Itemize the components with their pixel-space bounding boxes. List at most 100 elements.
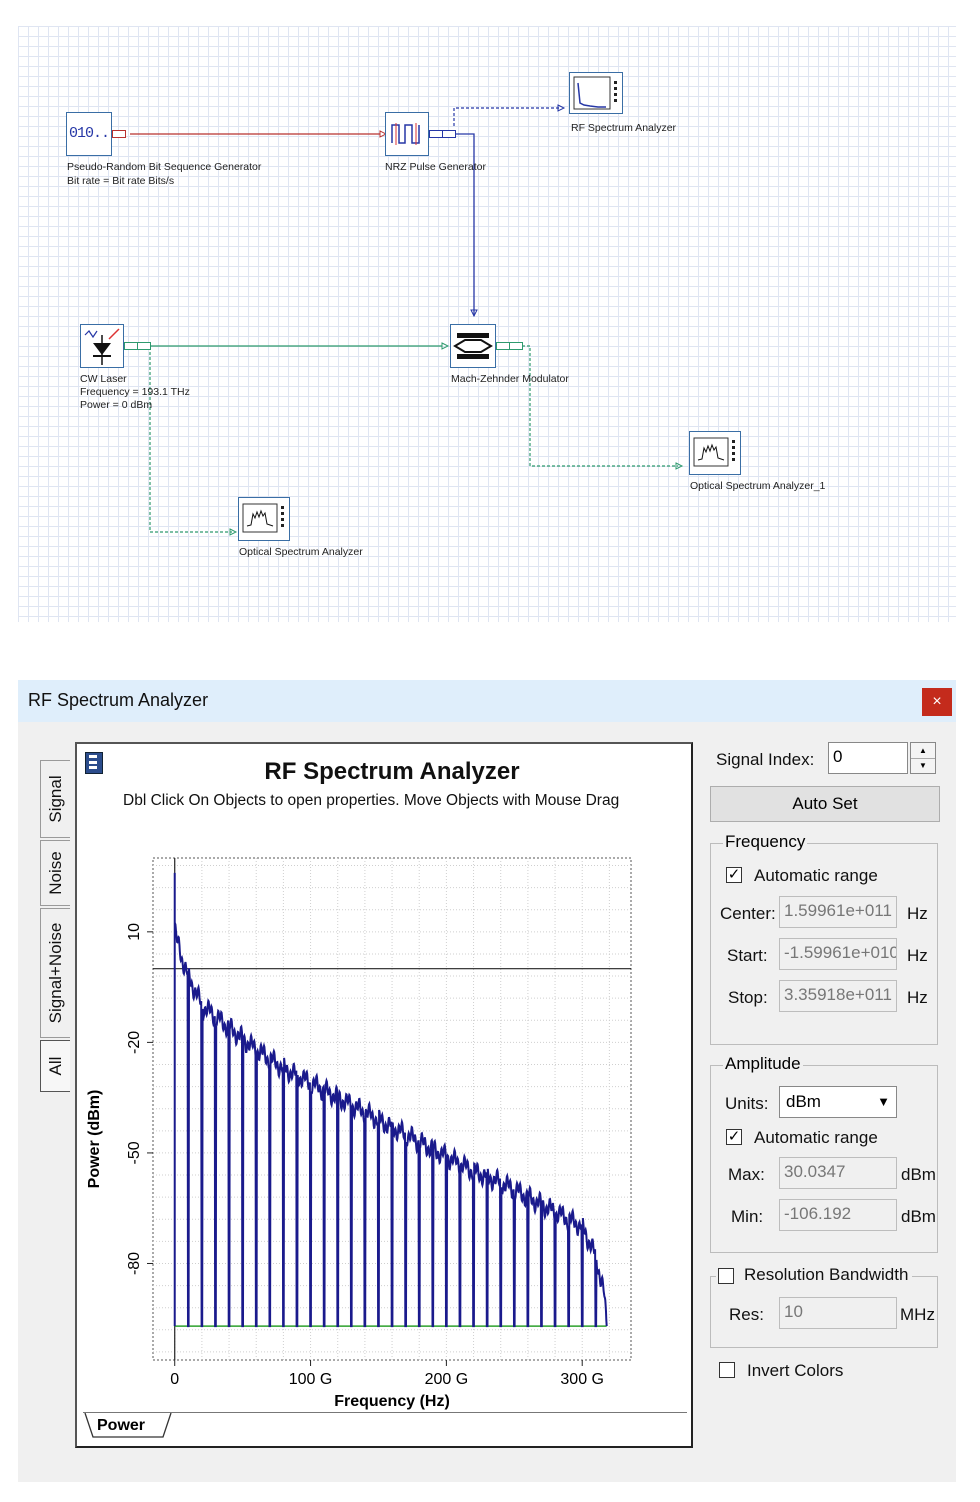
res-unit: MHz — [900, 1305, 935, 1324]
x-tick-label: 300 G — [560, 1371, 604, 1388]
title-bar[interactable]: RF Spectrum Analyzer × — [18, 680, 956, 722]
signal-index-label: Signal Index: — [716, 750, 815, 769]
nrz-label: NRZ Pulse Generator — [385, 161, 486, 173]
x-tick-label: 100 G — [289, 1371, 333, 1388]
max-label: Max: — [728, 1165, 765, 1184]
tab-shape — [84, 1413, 172, 1438]
pulse-icon — [391, 123, 420, 145]
prbs-param: Bit rate = Bit rate Bits/s — [67, 175, 175, 187]
chevron-up-icon[interactable]: ▲ — [911, 743, 935, 759]
arrow-icon — [441, 342, 450, 350]
mach-zehnder-modulator[interactable] — [450, 324, 496, 368]
tab-signal[interactable]: Signal — [40, 760, 70, 838]
signal-index-input[interactable]: 0 — [828, 742, 908, 774]
amp-auto-range-label: Automatic range — [754, 1128, 878, 1147]
window-title: RF Spectrum Analyzer — [28, 690, 209, 710]
plot-frame[interactable]: RF Spectrum Analyzer Dbl Click On Object… — [75, 742, 693, 1448]
prbs-icon: 010.. — [69, 125, 110, 142]
x-tick-label: 200 G — [425, 1371, 469, 1388]
wire-nrz-rfa — [453, 107, 560, 126]
y-axis-label: Power (dBm) — [86, 1090, 103, 1189]
amplitude-group: Amplitude — [710, 1054, 938, 1253]
nrz-output-port[interactable] — [429, 130, 443, 138]
spectrum-chart[interactable]: 0 100 G 200 G 300 G 10 -20 -50 -80 Frequency (Hz… — [77, 744, 691, 1446]
plot-tab-bar: Power — [83, 1412, 687, 1439]
x-axis-label: Frequency (Hz) — [334, 1393, 450, 1410]
osa-label: Optical Spectrum Analyzer — [239, 546, 363, 558]
laser-freq-param: Frequency = 193.1 THz — [80, 386, 190, 398]
spectrum-icon — [573, 76, 617, 110]
invert-colors-checkbox[interactable] — [719, 1362, 735, 1378]
prbs-label: Pseudo-Random Bit Sequence Generator — [67, 161, 262, 173]
osa1-label: Optical Spectrum Analyzer_1 — [690, 480, 826, 492]
plot-title: RF Spectrum Analyzer — [264, 758, 520, 785]
plot-subtitle: Dbl Click On Objects to open properties.… — [123, 792, 620, 809]
center-unit: Hz — [907, 904, 928, 923]
resolution-bandwidth-label: Resolution Bandwidth — [744, 1265, 909, 1284]
schematic-canvas[interactable]: 010.. Pseudo-Random Bit Sequence Generat… — [18, 26, 956, 622]
rf-analyzer-label: RF Spectrum Analyzer — [571, 122, 677, 134]
arrow-icon — [379, 130, 388, 138]
freq-auto-range-label: Automatic range — [754, 866, 878, 885]
amp-auto-range-checkbox[interactable]: ✓ — [726, 1129, 742, 1145]
resolution-header: Resolution Bandwidth — [716, 1264, 912, 1288]
nrz-pulse-generator[interactable] — [385, 112, 429, 156]
nrz-output-port-2[interactable] — [442, 130, 456, 138]
start-field[interactable]: -1.59961e+010 — [779, 938, 897, 970]
arrow-icon — [229, 528, 238, 536]
frequency-group-title: Frequency — [723, 832, 808, 852]
stop-field[interactable]: 3.35918e+011 — [779, 980, 897, 1012]
prbs-generator[interactable]: 010.. — [66, 112, 112, 156]
invert-colors-label: Invert Colors — [747, 1361, 844, 1380]
cw-laser[interactable] — [80, 324, 124, 368]
freq-auto-range-checkbox[interactable]: ✓ — [726, 867, 742, 883]
tab-power[interactable]: Power — [97, 1417, 146, 1434]
min-unit: dBm — [901, 1207, 936, 1226]
center-field[interactable]: 1.59961e+011 — [779, 896, 897, 928]
center-label: Center: — [720, 904, 776, 923]
spectrum-icon — [693, 437, 735, 467]
start-label: Start: — [727, 946, 768, 965]
close-button[interactable]: × — [922, 688, 952, 716]
laser-power-param: Power = 0 dBm — [80, 399, 153, 411]
laser-output-port[interactable] — [124, 342, 138, 350]
spectrum-icon — [242, 503, 284, 533]
tab-noise[interactable]: Noise — [40, 840, 70, 906]
wire-laser-osa — [149, 352, 232, 533]
stop-unit: Hz — [907, 988, 928, 1007]
res-label: Res: — [729, 1305, 764, 1324]
chevron-down-icon[interactable]: ▼ — [919, 761, 927, 770]
laser-diode-icon — [84, 328, 120, 365]
max-field[interactable]: 30.0347 — [779, 1157, 897, 1189]
prbs-output-port[interactable] — [112, 130, 126, 138]
arrow-icon — [470, 309, 478, 318]
max-unit: dBm — [901, 1165, 936, 1184]
mzm-output-port[interactable] — [496, 342, 510, 350]
min-field[interactable]: -106.192 — [779, 1199, 897, 1231]
modulator-icon — [453, 333, 493, 359]
x-tick-label: 0 — [170, 1371, 179, 1388]
tab-signal-noise[interactable]: Signal+Noise — [40, 908, 70, 1038]
y-tick-label: 10 — [126, 923, 143, 941]
optical-spectrum-analyzer-1-block[interactable] — [689, 431, 741, 475]
wire-mzm-osa1 — [522, 345, 678, 467]
rf-analyzer-window: RF Spectrum Analyzer × Signal Noise Sign… — [18, 680, 956, 1482]
save-icon[interactable] — [85, 752, 103, 774]
amplitude-group-title: Amplitude — [723, 1054, 803, 1074]
signal-index-spinner[interactable]: ▲ ▼ — [910, 742, 936, 774]
laser-output-port-2[interactable] — [137, 342, 151, 350]
check-icon: ✓ — [727, 866, 741, 883]
start-unit: Hz — [907, 946, 928, 965]
tab-all[interactable]: All — [40, 1040, 70, 1092]
y-tick-label: -50 — [126, 1141, 143, 1164]
check-icon: ✓ — [727, 1128, 741, 1145]
rf-spectrum-analyzer-block[interactable] — [569, 72, 623, 114]
res-field[interactable]: 10 — [779, 1297, 897, 1329]
resolution-bandwidth-checkbox[interactable] — [718, 1268, 734, 1284]
auto-set-button[interactable]: Auto Set — [710, 786, 940, 822]
laser-label: CW Laser — [80, 373, 127, 385]
mzm-label: Mach-Zehnder Modulator — [451, 373, 569, 385]
optical-spectrum-analyzer-block[interactable] — [238, 497, 290, 541]
units-select[interactable]: dBm ▼ — [779, 1086, 897, 1118]
mzm-output-port-2[interactable] — [509, 342, 523, 350]
